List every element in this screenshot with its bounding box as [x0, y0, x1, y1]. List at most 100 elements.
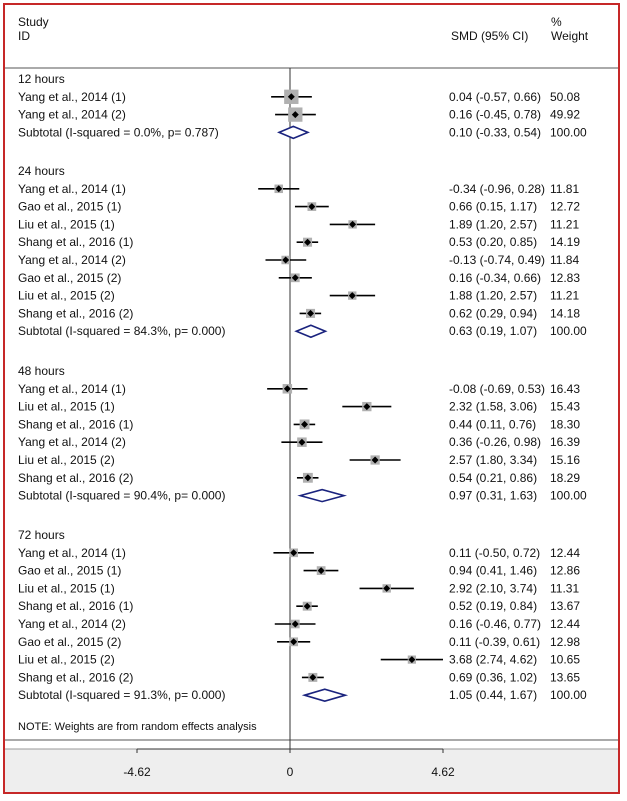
ci-value: 0.66 (0.15, 1.17)	[449, 200, 537, 214]
weight-value: 16.43	[550, 382, 580, 396]
subtotal-label: Subtotal (I-squared = 91.3%, p= 0.000)	[18, 688, 225, 702]
point-estimate	[303, 602, 311, 610]
study-name: Gao et al., 2015 (1)	[18, 564, 121, 578]
subtotal-weight: 100.00	[550, 688, 587, 702]
ci-value: 0.36 (-0.26, 0.98)	[449, 435, 541, 449]
study-name: Liu et al., 2015 (2)	[18, 453, 115, 467]
study-name: Yang et al., 2014 (1)	[18, 546, 126, 560]
subtotal-label: Subtotal (I-squared = 90.4%, p= 0.000)	[18, 489, 225, 503]
weight-value: 16.39	[550, 435, 580, 449]
study-name: Shang et al., 2016 (1)	[18, 599, 133, 613]
subtotal-label: Subtotal (I-squared = 84.3%, p= 0.000)	[18, 324, 225, 338]
study-name: Liu et al., 2015 (2)	[18, 289, 115, 303]
subtotal-diamond	[294, 324, 328, 339]
study-name: Yang et al., 2014 (2)	[18, 617, 126, 631]
group-label: 72 hours	[18, 528, 65, 542]
ci-value: 2.57 (1.80, 3.34)	[449, 453, 537, 467]
ci-value: -0.13 (-0.74, 0.49)	[449, 253, 545, 267]
weight-value: 18.29	[550, 471, 580, 485]
forest-plot-frame: Study ID SMD (95% CI) % Weight -4.62 0 4.6…	[3, 3, 620, 794]
note-text: NOTE: Weights are from random effects an…	[18, 721, 257, 733]
ci-value: 0.52 (0.19, 0.84)	[449, 599, 537, 613]
subtotal-ci: 1.05 (0.44, 1.67)	[449, 688, 537, 702]
point-estimate	[301, 420, 309, 428]
weight-column-label: Weight	[551, 29, 589, 43]
point-estimate	[290, 549, 298, 557]
weight-value: 15.43	[550, 400, 580, 414]
id-column-label: ID	[18, 29, 30, 43]
subtotal-weight: 100.00	[550, 324, 587, 338]
point-estimate	[282, 256, 290, 264]
point-estimate	[363, 403, 371, 411]
weight-value: 11.21	[550, 289, 579, 303]
x-tick-label: 4.62	[431, 765, 455, 779]
ci-value: 2.32 (1.58, 3.06)	[449, 400, 537, 414]
ci-value: 0.16 (-0.45, 0.78)	[449, 108, 541, 122]
point-estimate	[298, 438, 306, 446]
point-estimate	[283, 385, 291, 393]
ci-value: 0.11 (-0.39, 0.61)	[449, 635, 540, 649]
point-estimate	[275, 185, 283, 193]
weight-value: 12.44	[550, 546, 580, 560]
subtotal-ci: 0.63 (0.19, 1.07)	[449, 324, 537, 338]
forest-plot: -4.62 0 4.62 12 hours Yang et al., 2014 (1) 0…	[5, 67, 618, 792]
ci-value: 2.92 (2.10, 3.74)	[449, 581, 537, 595]
point-estimate	[383, 584, 391, 592]
point-estimate	[348, 292, 356, 300]
weight-value: 11.81	[550, 182, 579, 196]
ci-value: 0.16 (-0.46, 0.77)	[449, 617, 541, 631]
x-tick-label: -4.62	[123, 765, 151, 779]
weight-value: 12.83	[550, 271, 580, 285]
point-estimate	[291, 274, 299, 282]
point-estimate	[307, 309, 315, 317]
study-name: Liu et al., 2015 (1)	[18, 581, 115, 595]
weight-value: 13.65	[550, 670, 580, 684]
ci-value: 0.04 (-0.57, 0.66)	[449, 90, 541, 104]
weight-value: 49.92	[550, 108, 580, 122]
ci-value: 0.44 (0.11, 0.76)	[449, 417, 536, 431]
weight-value: 12.44	[550, 617, 580, 631]
weight-value: 13.67	[550, 599, 580, 613]
weight-value: 12.72	[550, 200, 580, 214]
point-estimate	[287, 93, 295, 101]
study-name: Liu et al., 2015 (1)	[18, 217, 115, 231]
study-name: Yang et al., 2014 (2)	[18, 108, 126, 122]
weight-value: 14.19	[550, 235, 580, 249]
study-column-label: Study	[18, 15, 49, 29]
study-name: Gao et al., 2015 (1)	[18, 200, 121, 214]
study-name: Shang et al., 2016 (1)	[18, 417, 133, 431]
study-name: Shang et al., 2016 (2)	[18, 471, 133, 485]
subtotal-weight: 100.00	[550, 489, 587, 503]
ci-value: 0.62 (0.29, 0.94)	[449, 306, 537, 320]
weight-value: 14.18	[550, 306, 580, 320]
weight-value: 11.31	[550, 581, 579, 595]
point-estimate	[317, 567, 325, 575]
ci-value: 0.94 (0.41, 1.46)	[449, 564, 537, 578]
study-name: Gao et al., 2015 (2)	[18, 635, 121, 649]
point-estimate	[308, 203, 316, 211]
group-label: 12 hours	[18, 72, 65, 86]
study-name: Liu et al., 2015 (2)	[18, 653, 115, 667]
point-estimate	[291, 620, 299, 628]
point-estimate	[291, 111, 299, 119]
study-name: Liu et al., 2015 (1)	[18, 400, 115, 414]
ci-value: 3.68 (2.74, 4.62)	[449, 653, 537, 667]
study-name: Yang et al., 2014 (1)	[18, 382, 126, 396]
x-tick-label: 0	[287, 765, 294, 779]
point-estimate	[304, 474, 312, 482]
subtotal-weight: 100.00	[550, 125, 587, 139]
point-estimate	[371, 456, 379, 464]
study-name: Shang et al., 2016 (2)	[18, 306, 133, 320]
study-header: Study ID	[18, 15, 49, 43]
weight-value: 15.16	[550, 453, 580, 467]
weight-value: 10.65	[550, 653, 580, 667]
point-estimate	[290, 638, 298, 646]
subtotal-ci: 0.97 (0.31, 1.63)	[449, 489, 537, 503]
axis-band	[5, 749, 618, 792]
point-estimate	[349, 220, 357, 228]
ci-value: 0.16 (-0.34, 0.66)	[449, 271, 541, 285]
point-estimate	[408, 656, 416, 664]
weight-value: 50.08	[550, 90, 580, 104]
group-label: 48 hours	[18, 364, 65, 378]
ci-value: 1.88 (1.20, 2.57)	[449, 289, 537, 303]
